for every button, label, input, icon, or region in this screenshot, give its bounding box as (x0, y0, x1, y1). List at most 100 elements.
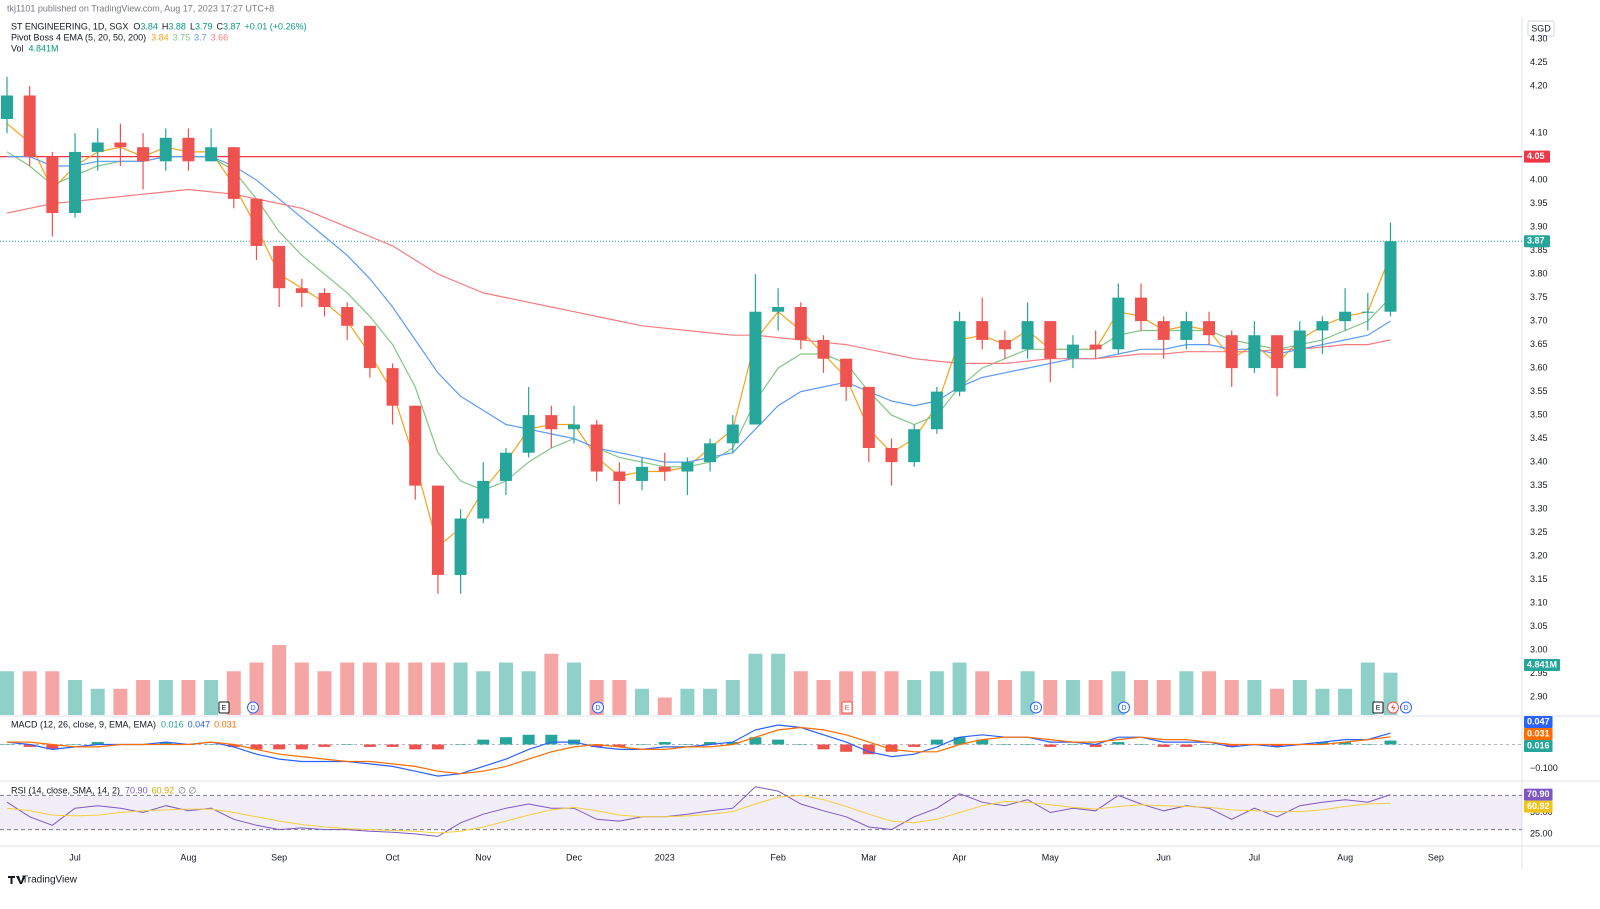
hline-label: 4.05 (1527, 151, 1545, 161)
candle-body (431, 485, 444, 575)
event-marker (1118, 701, 1130, 714)
volume-last-label-box (1524, 659, 1561, 671)
volume-bar (725, 680, 740, 715)
candle-body (568, 424, 580, 430)
volume-bar (340, 662, 355, 715)
candle-body (273, 245, 286, 289)
candle-body (545, 415, 558, 430)
macd-histogram-bar (46, 744, 59, 750)
volume-bar (544, 653, 559, 715)
macd-histogram-bar (862, 744, 875, 755)
candle-body (976, 321, 989, 340)
macd-histogram-bar (590, 744, 603, 747)
volume-bar (181, 680, 196, 715)
candle-body (69, 151, 82, 214)
macd-histogram-bar (250, 744, 263, 750)
candle-body (477, 480, 490, 519)
ohlc-value: 3.87 (223, 21, 241, 31)
macd-histogram-bar (1021, 744, 1034, 745)
candle-body (1339, 311, 1352, 322)
brand: TradingView (22, 875, 78, 886)
macd-histogram-bar (1044, 744, 1057, 747)
volume-bar (1202, 671, 1217, 715)
candle-body (454, 518, 467, 575)
candle-body (409, 405, 422, 486)
volume-bar (657, 697, 672, 715)
flash-icon (1391, 703, 1396, 712)
event-marker (592, 701, 604, 714)
rsi-sma-label: 60.92 (1527, 801, 1550, 811)
macd-hist-value: 0.016 (161, 719, 184, 729)
macd-histogram-bar (726, 742, 739, 745)
volume-bar (1065, 680, 1080, 715)
rsi-title: RSI (14, close, SMA, 14, 2) (11, 785, 120, 795)
macd-title: MACD (12, 26, close, 9, EMA, EMA) (11, 719, 156, 729)
macd-histogram-bar (499, 737, 512, 745)
macd-histogram-bar (704, 742, 717, 745)
candle-body (704, 443, 717, 463)
volume-bar (748, 653, 763, 715)
y-tick-label: 3.25 (1530, 527, 1548, 537)
x-tick-label: Oct (386, 852, 401, 862)
volume-bar (226, 671, 241, 715)
candle-body (840, 358, 853, 387)
candle-body (862, 386, 875, 449)
y-tick-label: 3.40 (1530, 456, 1548, 466)
symbol-title: ST ENGINEERING, 1D, SGX (11, 21, 128, 31)
candle-body (1, 95, 13, 119)
volume-bar (453, 662, 468, 715)
macd-histogram-bar (1066, 744, 1079, 745)
volume-bar (1360, 662, 1375, 715)
currency-box[interactable] (1527, 20, 1555, 37)
volume-bar (907, 680, 922, 715)
volume-bar (498, 662, 513, 715)
volume-bar (997, 680, 1012, 715)
candle-body (1044, 321, 1057, 359)
macd-histogram-bar (840, 744, 853, 752)
volume-bar (272, 645, 287, 715)
macd-histogram-bar (1384, 740, 1397, 745)
event-label: D (1033, 705, 1038, 712)
volume-value: 4.841M (29, 43, 59, 53)
macd-histogram-bar (318, 744, 331, 747)
volume-bar (430, 662, 445, 715)
macd-histogram-bar (477, 739, 490, 745)
volume-bar (635, 688, 650, 715)
y-tick-label: 25.00 (1530, 828, 1553, 838)
y-tick-label: 3.35 (1530, 480, 1548, 490)
volume-bar (45, 671, 60, 715)
volume-bar (1315, 688, 1330, 715)
volume-bar (408, 662, 423, 715)
candle-body (182, 137, 195, 162)
macd-histogram-bar (454, 744, 467, 745)
macd-histogram-bar (636, 744, 649, 745)
event-label: D (250, 705, 255, 712)
rsi-value: 70.90 (125, 785, 148, 795)
candle-body (749, 311, 762, 425)
y-tick-label: 2.90 (1530, 692, 1548, 702)
volume-bar (1156, 680, 1171, 715)
event-label: E (1376, 705, 1381, 712)
macd-histogram-bar (681, 744, 694, 745)
event-label: D (1403, 705, 1408, 712)
macd-histogram-bar (1339, 742, 1352, 745)
signal-value: 0.031 (214, 719, 237, 729)
y-tick-label: 4.10 (1530, 127, 1548, 137)
volume-bar (1224, 680, 1239, 715)
candle-body (1157, 321, 1170, 340)
candle-body (1203, 321, 1216, 336)
x-tick-label: Sep (1428, 852, 1444, 862)
candle-body (23, 95, 36, 157)
hline-label-box (1524, 150, 1550, 163)
macd-histogram-bar (69, 744, 82, 745)
x-tick-label: 2023 (655, 852, 675, 862)
ohlc-label: C (217, 21, 224, 31)
candle-body (227, 147, 240, 199)
candle-body (341, 307, 354, 326)
ohlc-label: O (133, 21, 140, 31)
y-tick-label: 3.65 (1530, 339, 1548, 349)
candle-body (953, 321, 966, 392)
macd-histogram-bar (794, 744, 807, 745)
candle-body (1384, 241, 1397, 312)
